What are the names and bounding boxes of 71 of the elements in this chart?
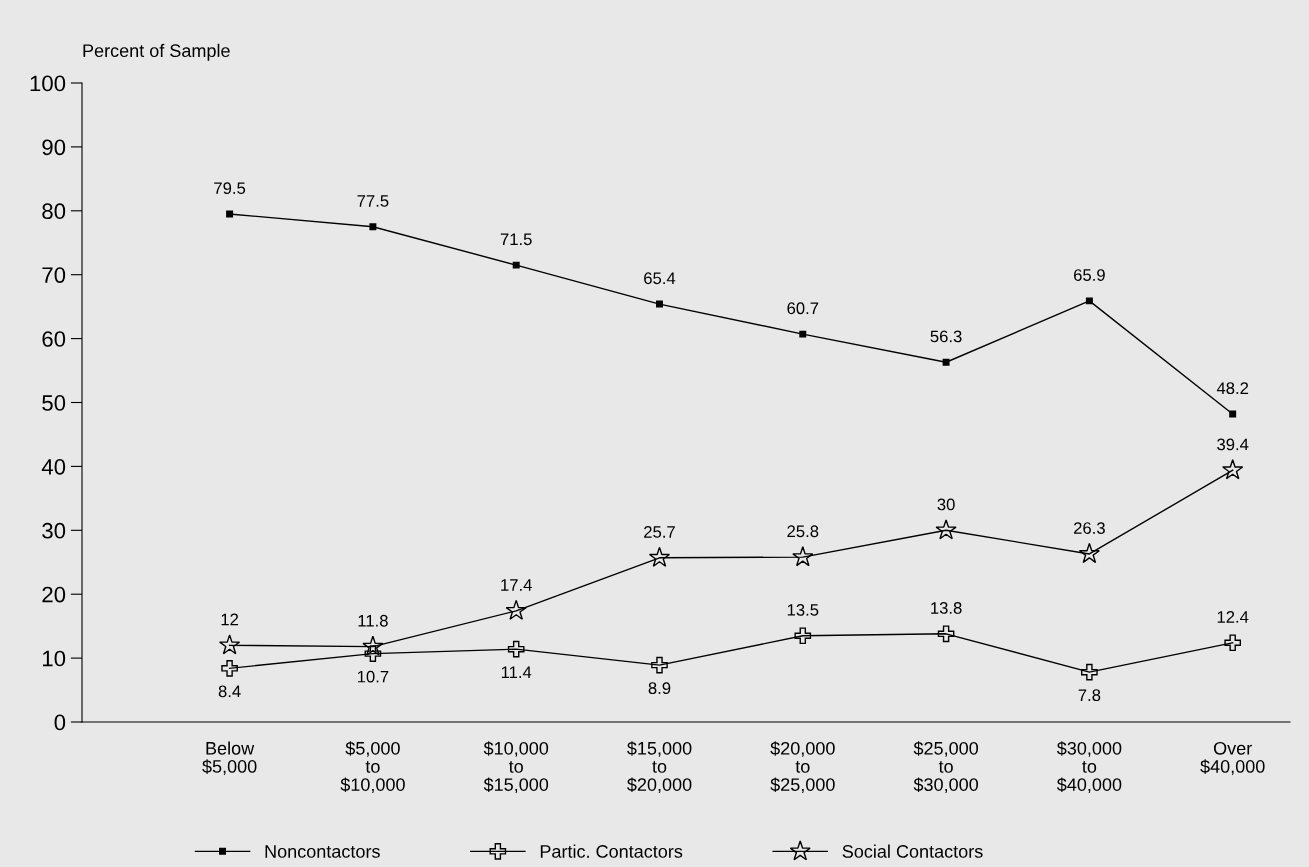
data-label: 79.5	[214, 182, 246, 195]
data-label: 71.5	[500, 233, 532, 246]
legend-label: Partic. Contactors	[540, 844, 683, 858]
y-tick-label: 0	[54, 714, 66, 731]
point	[1222, 459, 1244, 480]
data-label: 11.8	[358, 614, 388, 627]
data-label: 26.3	[1074, 522, 1105, 534]
point	[226, 210, 234, 218]
point	[218, 634, 241, 655]
data-label: 65.9	[1074, 269, 1105, 281]
point	[1085, 297, 1093, 305]
data-label: 13.8	[931, 602, 962, 614]
point	[1078, 542, 1100, 564]
x-tick-label: Over $40,000	[1200, 741, 1265, 775]
point	[505, 599, 527, 620]
point	[1229, 410, 1237, 418]
data-label: 60.7	[787, 302, 819, 315]
point	[942, 358, 950, 366]
point	[656, 300, 663, 308]
x-tick-label: $10,000 to $15,000	[483, 741, 549, 794]
y-tick-label: 70	[42, 267, 66, 283]
data-label: 8.9	[648, 682, 671, 695]
data-label: 77.5	[357, 195, 389, 207]
point	[799, 330, 807, 338]
data-label: 39.4	[1217, 438, 1249, 451]
y-tick-label: 20	[42, 586, 66, 603]
y-tick-label: 40	[41, 458, 66, 475]
point	[794, 627, 812, 645]
data-label: 8.4	[218, 685, 241, 698]
point	[935, 519, 957, 540]
y-tick-label: 30	[42, 522, 66, 539]
data-label: 25.7	[644, 526, 675, 538]
data-label: 10.7	[357, 670, 389, 683]
data-label: 65.4	[644, 272, 676, 285]
data-label: 13.5	[787, 603, 819, 616]
x-tick-label: $20,000 to $25,000	[770, 741, 835, 794]
point	[362, 635, 384, 656]
y-tick-label: 60	[42, 331, 66, 347]
data-label: 12	[221, 613, 239, 626]
y-tick-label: 90	[42, 139, 66, 156]
point	[648, 546, 671, 567]
point	[937, 625, 955, 643]
data-label: 12.4	[1217, 611, 1249, 623]
y-tick-label: 50	[42, 395, 66, 411]
point	[369, 223, 377, 231]
data-label: 48.2	[1216, 382, 1249, 395]
point	[507, 640, 525, 658]
data-label: 56.3	[930, 330, 962, 343]
x-tick-label: Below $5,000	[202, 741, 257, 775]
data-label: 7.8	[1078, 689, 1101, 702]
point	[221, 659, 238, 677]
point	[651, 656, 668, 674]
y-tick-label: 80	[42, 203, 66, 220]
x-tick-label: $15,000 to $20,000	[627, 741, 692, 794]
x-tick-label: $5,000 to $10,000	[340, 741, 405, 794]
y-axis-title: Percent of Sample	[83, 43, 230, 61]
legend-label: Social Contactors	[842, 844, 983, 858]
point	[1224, 634, 1242, 652]
point	[364, 645, 382, 662]
x-tick-label: $30,000 to $40,000	[1056, 741, 1122, 794]
point	[1081, 663, 1098, 681]
point	[792, 546, 814, 567]
data-label: 25.8	[787, 525, 819, 538]
data-label: 17.4	[501, 579, 532, 591]
data-label: 30	[937, 498, 955, 511]
x-tick-label: $25,000 to $30,000	[913, 741, 979, 794]
y-tick-label: 100	[30, 75, 66, 92]
data-label: 11.4	[501, 666, 532, 678]
point	[512, 261, 520, 269]
y-tick-label: 10	[43, 650, 66, 667]
legend-label: Noncontactors	[265, 845, 380, 858]
